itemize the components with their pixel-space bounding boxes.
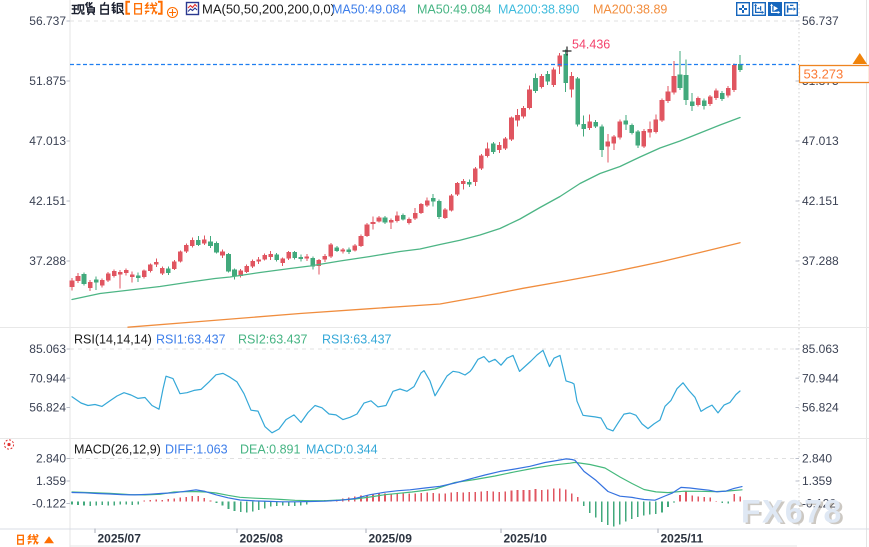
svg-text:RSI3:63.437: RSI3:63.437 bbox=[322, 333, 392, 347]
svg-text:MA200:38.890: MA200:38.890 bbox=[498, 3, 579, 17]
svg-text:51.875: 51.875 bbox=[29, 74, 66, 88]
svg-text:2.840: 2.840 bbox=[36, 452, 66, 466]
svg-text:2.840: 2.840 bbox=[802, 452, 832, 466]
svg-text:2025/08: 2025/08 bbox=[240, 532, 284, 546]
svg-text:70.944: 70.944 bbox=[29, 371, 66, 385]
svg-text:47.013: 47.013 bbox=[802, 134, 839, 148]
svg-text:RSI2:63.437: RSI2:63.437 bbox=[238, 333, 308, 347]
svg-text:FX678: FX678 bbox=[741, 494, 843, 530]
svg-text:FX678: FX678 bbox=[744, 495, 846, 531]
svg-text:47.013: 47.013 bbox=[29, 134, 66, 148]
svg-text:MA50:49.084: MA50:49.084 bbox=[417, 3, 491, 17]
svg-text:42.151: 42.151 bbox=[802, 194, 839, 208]
svg-text:54.436: 54.436 bbox=[572, 38, 610, 52]
svg-text:56.824: 56.824 bbox=[802, 401, 839, 415]
svg-text:37.288: 37.288 bbox=[29, 254, 66, 268]
svg-text:2025/10: 2025/10 bbox=[504, 532, 548, 546]
svg-text:MA50:49.084: MA50:49.084 bbox=[332, 3, 406, 17]
svg-text:1.359: 1.359 bbox=[36, 474, 66, 488]
svg-text:MACD(26,12,9): MACD(26,12,9) bbox=[74, 443, 161, 457]
svg-text:1.359: 1.359 bbox=[802, 474, 832, 488]
svg-text:RSI(14,14,14): RSI(14,14,14) bbox=[74, 333, 152, 347]
svg-text:-0.122: -0.122 bbox=[802, 497, 836, 511]
svg-text:37.288: 37.288 bbox=[802, 254, 839, 268]
svg-text:-0.122: -0.122 bbox=[32, 497, 66, 511]
svg-text:MACD:0.344: MACD:0.344 bbox=[306, 443, 378, 457]
svg-text:42.151: 42.151 bbox=[29, 194, 66, 208]
svg-text:DIFF:1.063: DIFF:1.063 bbox=[165, 443, 228, 457]
svg-text:85.063: 85.063 bbox=[29, 342, 66, 356]
svg-text:2025/07: 2025/07 bbox=[98, 532, 142, 546]
svg-text:MA(50,50,200,200,0,0): MA(50,50,200,200,0,0) bbox=[202, 2, 335, 17]
svg-text:53.273: 53.273 bbox=[804, 67, 844, 82]
svg-text:85.063: 85.063 bbox=[802, 342, 839, 356]
svg-text:56.737: 56.737 bbox=[802, 14, 839, 28]
svg-text:RSI1:63.437: RSI1:63.437 bbox=[156, 333, 226, 347]
svg-text:56.737: 56.737 bbox=[29, 14, 66, 28]
svg-text:70.944: 70.944 bbox=[802, 371, 839, 385]
svg-text:MA200:38.89: MA200:38.89 bbox=[593, 3, 667, 17]
svg-text:2025/09: 2025/09 bbox=[369, 532, 413, 546]
svg-text:2025/11: 2025/11 bbox=[661, 532, 704, 546]
svg-text:DEA:0.891: DEA:0.891 bbox=[240, 443, 301, 457]
svg-text:56.824: 56.824 bbox=[29, 401, 66, 415]
